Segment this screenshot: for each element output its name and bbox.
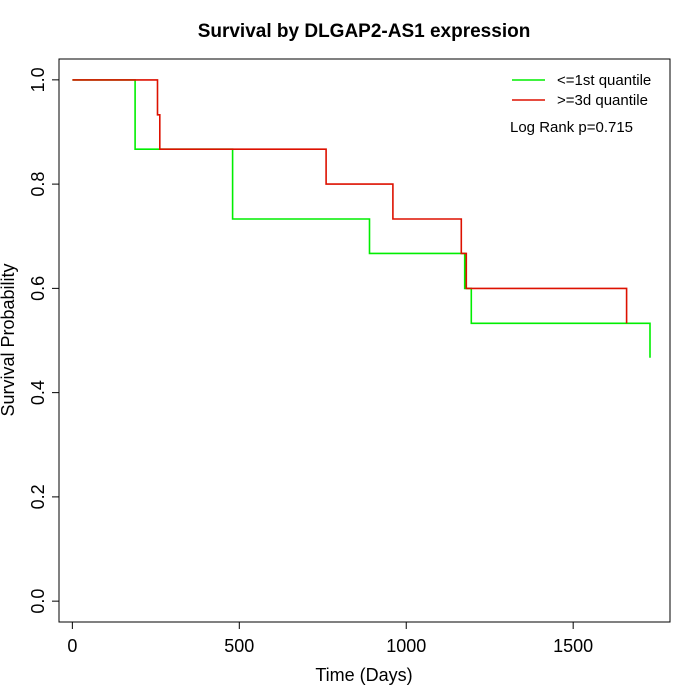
y-tick-label: 1.0 <box>28 67 48 92</box>
y-tick-label: 0.6 <box>28 276 48 301</box>
legend: <=1st quantile >=3d quantile <box>512 72 651 109</box>
legend-label: <=1st quantile <box>557 72 651 89</box>
plot-frame <box>58 58 671 623</box>
x-axis-label: Time (Days) <box>315 665 412 685</box>
y-tick-label: 0.0 <box>28 589 48 614</box>
y-axis-label: Survival Probability <box>0 263 18 416</box>
legend-label: >=3d quantile <box>557 92 648 109</box>
x-tick-label: 1000 <box>386 636 426 656</box>
series-layer <box>72 79 651 358</box>
y-tick-label: 0.2 <box>28 484 48 509</box>
chart-title: Survival by DLGAP2-AS1 expression <box>198 21 531 42</box>
y-tick-label: 0.4 <box>28 380 48 405</box>
x-tick-label: 1500 <box>553 636 593 656</box>
log-rank-annotation: Log Rank p=0.715 <box>510 119 633 136</box>
x-tick-label: 0 <box>67 636 77 656</box>
y-axis: 0.0 0.2 0.4 0.6 0.8 1.0 <box>28 67 60 614</box>
survival-curve-1 <box>72 79 651 358</box>
y-tick-label: 0.8 <box>28 172 48 197</box>
x-axis: 0 500 1000 1500 <box>67 621 593 656</box>
x-tick-label: 500 <box>224 636 254 656</box>
survival-curve-2 <box>72 79 628 324</box>
